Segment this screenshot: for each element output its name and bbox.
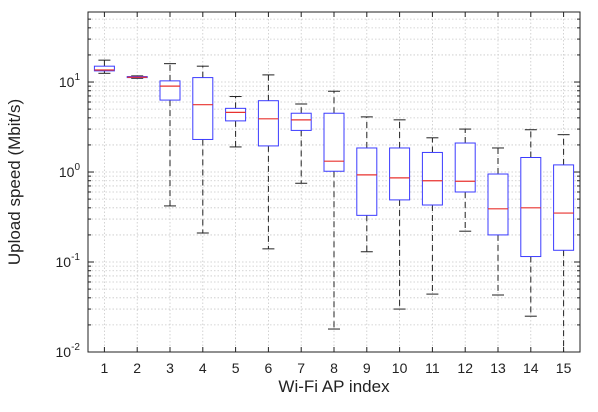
box-5 (225, 96, 247, 148)
box-6 (257, 74, 279, 250)
box-8 (323, 90, 345, 330)
box-iqr (421, 151, 443, 206)
y-tick-label: 10-2 (56, 342, 81, 360)
box-iqr (389, 147, 411, 201)
x-tick-label: 3 (166, 360, 174, 376)
box-iqr (553, 164, 575, 251)
x-tick-label: 4 (199, 360, 207, 376)
x-tick-label: 2 (133, 360, 141, 376)
box-iqr (225, 107, 247, 122)
box-10 (389, 119, 411, 310)
box-iqr (257, 100, 279, 147)
x-tick-label: 7 (297, 360, 305, 376)
x-tick-label: 13 (490, 360, 506, 376)
x-tick-label: 5 (232, 360, 240, 376)
box-iqr (323, 112, 345, 172)
box-iqr (159, 80, 181, 101)
box-3 (159, 63, 181, 207)
y-tick-label: 101 (59, 72, 81, 90)
box-15 (553, 134, 575, 353)
x-tick-label: 8 (330, 360, 338, 376)
x-tick-label: 1 (101, 360, 109, 376)
x-axis-label: Wi-Fi AP index (278, 377, 390, 396)
box-7 (290, 103, 312, 184)
box-iqr (290, 112, 312, 131)
y-tick-label: 100 (59, 162, 81, 180)
box-iqr (356, 147, 378, 216)
box-iqr (192, 77, 214, 140)
box-12 (454, 128, 476, 232)
box-14 (520, 129, 542, 317)
box-13 (487, 147, 509, 296)
x-tick-label: 10 (392, 360, 408, 376)
y-axis-label: Upload speed (Mbit/s) (5, 99, 24, 265)
box-iqr (454, 142, 476, 193)
box-iqr (487, 173, 509, 236)
x-tick-label: 15 (556, 360, 572, 376)
box-iqr (520, 156, 542, 258)
box-1 (93, 59, 115, 74)
x-tick-label: 14 (523, 360, 539, 376)
x-tick-label: 6 (265, 360, 273, 376)
x-tick-label: 9 (363, 360, 371, 376)
x-tick-label: 12 (457, 360, 473, 376)
box-4 (192, 65, 214, 234)
box-9 (356, 116, 378, 253)
box-series (93, 59, 575, 353)
box-11 (421, 137, 443, 295)
box-2 (126, 75, 148, 79)
box-iqr (93, 65, 115, 72)
x-tick-label: 11 (425, 360, 440, 376)
y-tick-label: 10-1 (56, 252, 81, 270)
